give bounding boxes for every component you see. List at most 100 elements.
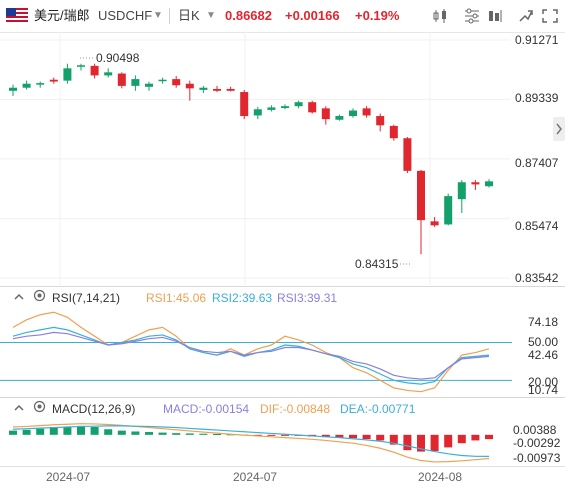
- high-price-annotation: 0.90498: [96, 51, 140, 65]
- toolbar-divider: [169, 8, 170, 24]
- candle-body: [104, 72, 113, 76]
- price-change: +0.00166: [285, 8, 340, 23]
- pair-name: 美元/瑞郎: [34, 8, 90, 23]
- indicator-icon[interactable]: [463, 8, 481, 24]
- macd-histogram-bar: [362, 434, 371, 440]
- candlestick-chart[interactable]: 0.91271 0.89339 0.87407 0.85474 0.83542 …: [0, 32, 565, 285]
- rsi3-value: RSI3:39.31: [277, 291, 338, 305]
- period-selector[interactable]: 日K: [178, 8, 200, 23]
- rsi1-line: [12, 311, 490, 393]
- rsi-axis-label: 42.46: [528, 348, 558, 362]
- macd-axis-label: 0.00388: [513, 423, 557, 437]
- candle-body: [308, 102, 317, 113]
- candle-body: [267, 107, 276, 110]
- macd-settings-icon[interactable]: [33, 400, 46, 418]
- macd-axis-label: -0.00292: [513, 436, 561, 450]
- candle-body: [49, 79, 58, 82]
- x-axis-label: 2024-07: [46, 470, 91, 484]
- price-axis-label: 0.85474: [515, 219, 559, 233]
- macd-histogram-bar: [63, 426, 72, 435]
- price-axis-label: 0.89339: [515, 91, 559, 105]
- candle-body: [403, 138, 412, 171]
- rsi-chart[interactable]: 74.18 50.00 42.46 20.00 10.74: [0, 308, 565, 396]
- candle-body: [444, 196, 453, 225]
- price-axis-label: 0.83542: [515, 271, 559, 285]
- candle-body: [9, 87, 17, 91]
- macd-histogram-bar: [104, 429, 113, 435]
- rsi2-value: RSI2:39.63: [212, 291, 273, 305]
- candle-body: [281, 106, 289, 109]
- macd-histogram-bar: [471, 434, 480, 441]
- candle-body: [485, 181, 493, 187]
- macd-histogram-bar: [417, 434, 425, 452]
- dea-line: [12, 425, 490, 457]
- candlestick-chart-icon[interactable]: [432, 8, 450, 24]
- chevron-right-icon: [556, 123, 562, 135]
- chart-toolbar: 美元/瑞郎 USDCHF ▼ 日K ▼ 0.86682 +0.00166 +0.…: [0, 0, 565, 33]
- candle-body: [199, 87, 208, 90]
- candle-body: [430, 221, 439, 226]
- candle-body: [145, 83, 153, 87]
- macd-histogram-bar: [444, 434, 453, 448]
- fullscreen-icon[interactable]: [541, 8, 559, 24]
- pane-divider: [0, 397, 565, 398]
- candle-body: [362, 108, 371, 116]
- macd-histogram-bar: [376, 434, 385, 441]
- rsi-axis-label: 74.18: [528, 315, 558, 329]
- period-dropdown-icon[interactable]: ▼: [206, 10, 216, 21]
- macd-histogram-bar: [145, 432, 153, 435]
- macd-axis-label: -0.00973: [513, 451, 561, 465]
- macd-histogram-bar: [349, 434, 357, 439]
- macd-histogram-bar: [90, 427, 99, 435]
- price-axis-label: 0.91271: [515, 33, 559, 47]
- macd-histogram-bar: [49, 427, 58, 435]
- x-axis-line: [0, 466, 565, 467]
- rsi2-line: [12, 326, 490, 385]
- macd-histogram-bar: [281, 434, 289, 436]
- macd-chart[interactable]: 0.00388 -0.00292 -0.00973: [0, 418, 565, 466]
- macd-histogram-bar: [185, 433, 194, 435]
- rsi-axis-label: 50.00: [528, 335, 558, 349]
- candle-body: [36, 83, 45, 85]
- macd-histogram-bar: [77, 425, 85, 435]
- macd-collapse-icon[interactable]: [14, 400, 24, 418]
- candle-body: [172, 79, 181, 86]
- low-price-annotation: 0.84315: [355, 257, 399, 271]
- candle-body: [226, 88, 235, 91]
- macd-histogram-bar: [485, 434, 493, 440]
- candle-body: [321, 108, 330, 120]
- macd-histogram-bar: [253, 434, 262, 436]
- rsi-settings-icon[interactable]: [33, 289, 46, 307]
- candle-body: [376, 116, 385, 126]
- rsi-title: RSI(7,14,21): [52, 291, 121, 305]
- candle-body: [63, 68, 72, 81]
- rsi1-value: RSI1:45.06: [146, 291, 207, 305]
- collapse-handle[interactable]: [553, 117, 565, 141]
- candle-body: [240, 92, 249, 117]
- macd-histogram-bar: [335, 434, 344, 438]
- candle-body: [335, 116, 344, 120]
- price-axis-label: 0.87407: [515, 156, 559, 170]
- rsi-axis-label: 10.74: [528, 383, 558, 396]
- symbol-label: USDCHF: [98, 8, 153, 23]
- macd-histogram-bar: [267, 434, 276, 436]
- candle-body: [185, 83, 194, 89]
- candle-body: [77, 65, 85, 67]
- macd-histogram-bar: [172, 433, 181, 435]
- dea-value: DEA:-0.00771: [340, 402, 416, 416]
- dif-line: [12, 423, 490, 463]
- compare-icon[interactable]: [517, 8, 535, 24]
- candle-body: [131, 79, 140, 86]
- symbol-dropdown-icon[interactable]: ▼: [153, 10, 163, 21]
- rsi-collapse-icon[interactable]: [14, 289, 24, 307]
- candle-body: [213, 88, 221, 91]
- candle-body: [417, 170, 425, 221]
- current-price: 0.86682: [225, 8, 272, 23]
- pane-divider: [0, 286, 565, 287]
- macd-value: MACD:-0.00154: [163, 402, 250, 416]
- rsi-axis-label: 20.00: [528, 375, 558, 389]
- dif-value: DIF:-0.00848: [260, 402, 331, 416]
- candle-body: [117, 73, 126, 86]
- macd-histogram-bar: [131, 431, 140, 435]
- drawing-tool-icon[interactable]: [487, 8, 505, 24]
